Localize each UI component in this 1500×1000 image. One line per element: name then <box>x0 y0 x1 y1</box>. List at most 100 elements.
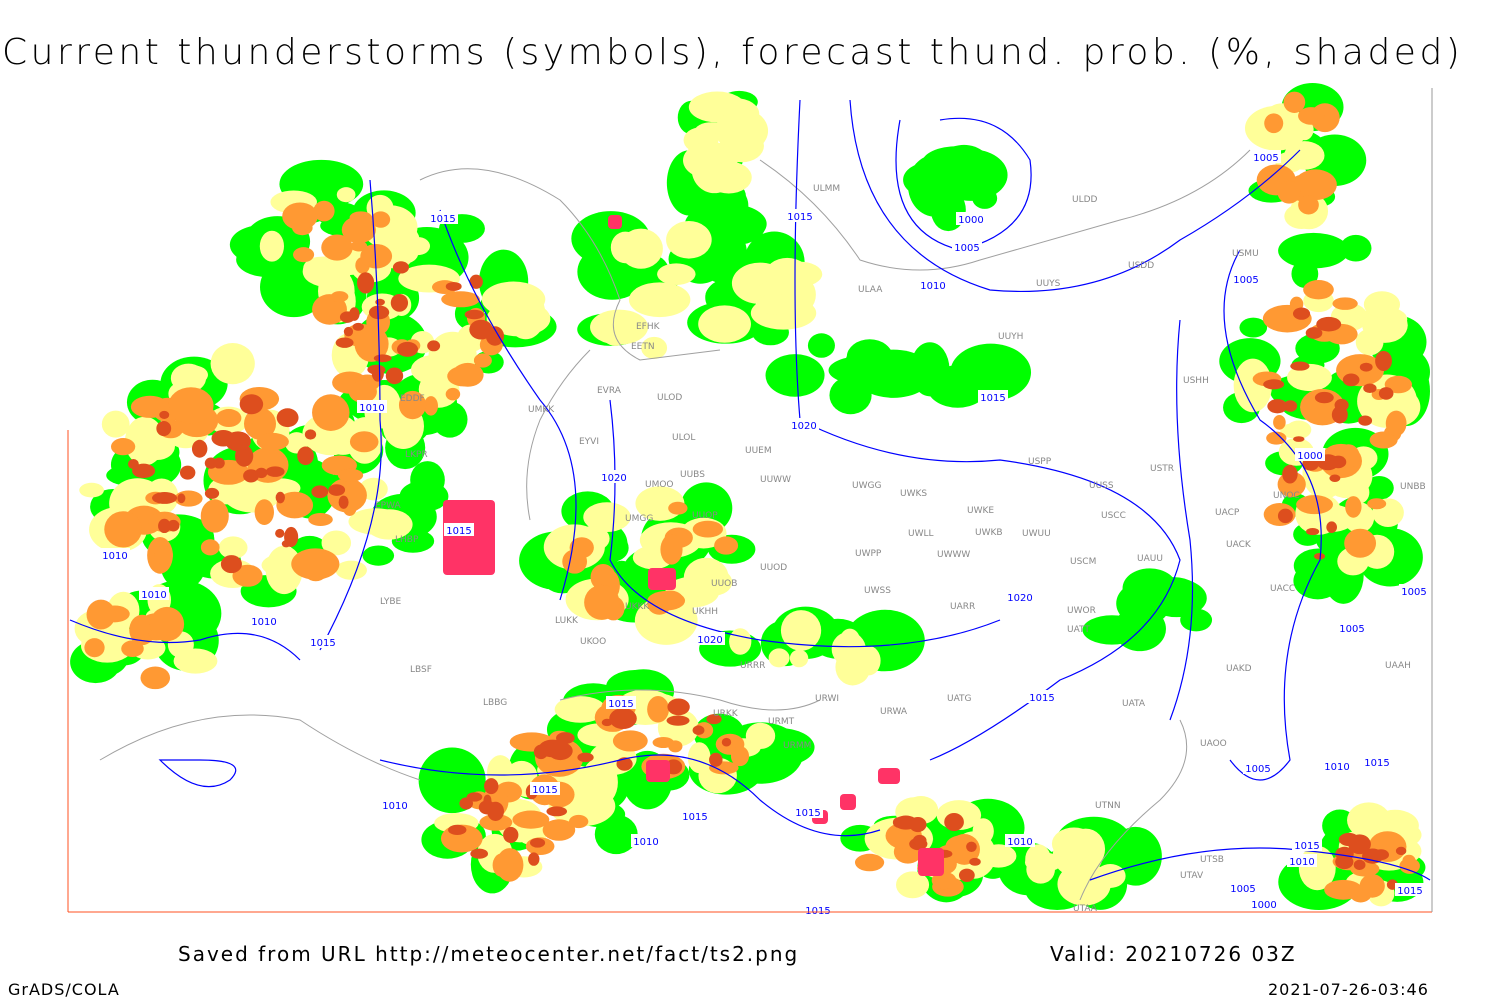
isobar-label: 1000 <box>958 215 983 226</box>
probability-cell <box>132 463 156 479</box>
probability-cell <box>1283 91 1306 113</box>
probability-cell <box>293 247 315 263</box>
probability-cell <box>789 649 809 668</box>
probability-cell <box>1264 113 1284 134</box>
probability-cell <box>931 871 957 890</box>
probability-cell <box>302 256 351 287</box>
probability-cell <box>745 722 776 749</box>
probability-cell <box>530 837 546 848</box>
station-label: UUWW <box>760 475 791 485</box>
probability-cell <box>668 740 683 753</box>
probability-cell <box>220 555 242 574</box>
probability-cell <box>1294 169 1337 201</box>
probability-cell <box>594 814 638 855</box>
coastline <box>526 349 591 521</box>
probability-cell <box>668 501 688 515</box>
station-label: UAUU <box>1137 554 1163 564</box>
probability-cell <box>692 520 723 538</box>
probability-cell <box>1395 846 1407 856</box>
station-label: EPWA <box>375 501 402 511</box>
probability-cell <box>210 343 255 385</box>
probability-cell <box>1286 420 1312 440</box>
probability-cell <box>487 801 505 821</box>
isobar-label-bg <box>785 209 815 222</box>
probability-cell <box>1363 291 1401 318</box>
station-label: UUOD <box>760 563 787 573</box>
probability-cell <box>609 707 637 730</box>
probability-cell <box>1291 259 1319 288</box>
probability-cell <box>641 336 668 359</box>
probability-cell <box>944 812 964 832</box>
isobar-label: 1010 <box>382 801 407 812</box>
probability-cell <box>1364 476 1394 501</box>
station-label: ULAA <box>858 285 883 295</box>
probability-cell <box>1298 195 1319 215</box>
isobar-label-bg <box>139 587 169 600</box>
probability-cell <box>308 513 333 527</box>
station-label: URWA <box>880 707 908 717</box>
isobar-label: 1010 <box>1007 837 1032 848</box>
probability-cell <box>459 797 473 810</box>
probability-cell <box>780 610 822 651</box>
probability-cell <box>496 848 524 882</box>
probability-cell <box>371 364 384 382</box>
probability-cell <box>218 536 248 559</box>
probability-cell <box>452 362 484 387</box>
probability-cell <box>692 725 705 736</box>
probability-cell <box>730 746 750 767</box>
probability-cell <box>375 298 385 306</box>
isobar-label-bg <box>793 805 823 818</box>
probability-cell <box>1385 410 1407 437</box>
probability-cell <box>469 274 483 289</box>
probability-cell <box>692 181 749 230</box>
station-label: URMM <box>783 741 811 751</box>
probability-cell <box>440 772 471 798</box>
probability-cell <box>698 305 751 343</box>
probability-cell <box>232 564 263 587</box>
isobar-label-bg <box>1322 759 1352 772</box>
probability-cell <box>311 485 329 499</box>
isobar-label: 1005 <box>1339 624 1364 635</box>
probability-cell <box>1273 414 1286 430</box>
probability-cell <box>1293 436 1305 442</box>
map-title: Current thunderstorms (symbols), forecas… <box>2 32 1464 73</box>
probability-cell <box>1324 879 1363 900</box>
probability-cell <box>479 814 513 831</box>
isobar-label: 1010 <box>141 590 166 601</box>
probability-cell <box>130 395 170 418</box>
probability-cell <box>691 145 738 194</box>
probability-cell <box>1378 387 1394 400</box>
probability-cell <box>1283 400 1298 412</box>
thunderstorm-symbol <box>443 500 495 575</box>
probability-cell <box>896 871 930 899</box>
station-label: UKKK <box>625 602 650 612</box>
probability-cell <box>321 234 353 261</box>
isobar-label: 1010 <box>1324 762 1349 773</box>
station-label: UNBB <box>1400 482 1426 492</box>
probability-cell <box>179 465 196 480</box>
probability-cell <box>768 648 790 668</box>
probability-cell <box>337 468 364 482</box>
probability-cell <box>360 243 393 269</box>
station-label: UTSB <box>1200 855 1224 865</box>
probability-cell <box>469 319 493 340</box>
isobar-label: 1015 <box>608 699 633 710</box>
isobar-label-bg <box>695 632 725 645</box>
probability-cell <box>705 282 743 309</box>
thunderstorm-symbol <box>878 768 900 784</box>
probability-cell <box>149 606 185 642</box>
probability-cell <box>275 528 285 538</box>
probability-cell <box>910 342 950 397</box>
station-label: LUKK <box>555 616 579 626</box>
probability-cell <box>1287 363 1332 392</box>
isobar-label: 1015 <box>1294 841 1319 852</box>
station-label: EYVI <box>579 437 599 447</box>
probability-cell <box>667 698 690 716</box>
isobar-label-bg <box>978 390 1008 403</box>
probability-cell <box>1051 827 1096 861</box>
coastlines <box>99 149 1251 901</box>
station-label: UUOB <box>711 579 737 589</box>
probability-cell <box>912 834 927 846</box>
probability-cell <box>328 484 346 496</box>
probability-cell <box>1353 859 1366 871</box>
